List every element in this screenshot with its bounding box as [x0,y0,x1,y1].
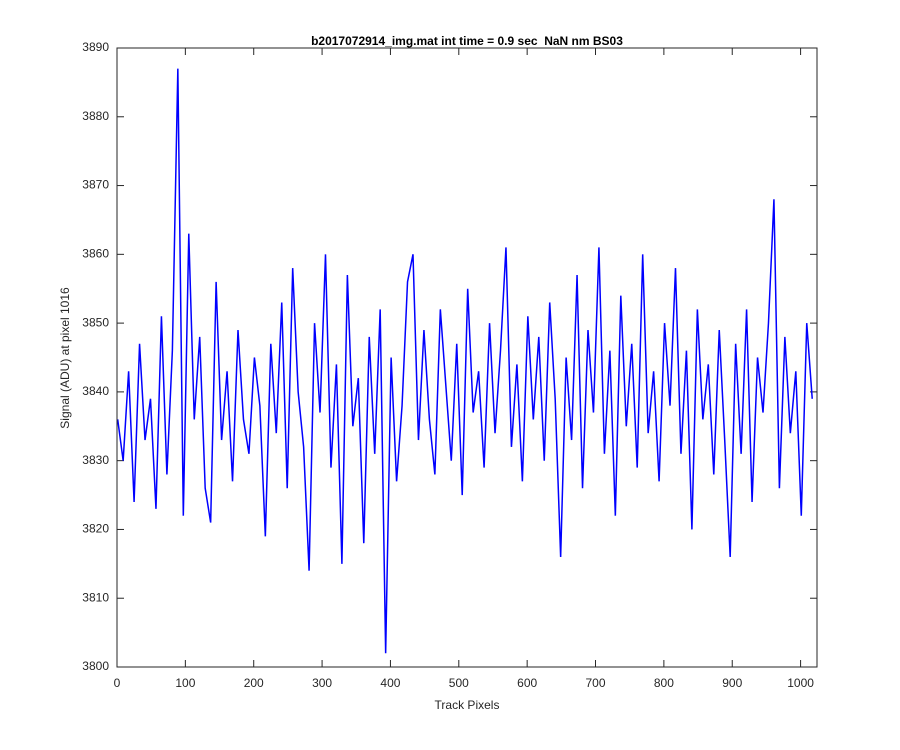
x-tick-label: 1000 [787,676,814,690]
x-tick-label: 300 [312,676,332,690]
x-tick-label: 800 [654,676,674,690]
x-tick-label: 600 [517,676,537,690]
x-tick-label: 900 [722,676,742,690]
x-axis-label: Track Pixels [435,698,500,712]
x-tick-label: 400 [380,676,400,690]
data-line [116,68,813,654]
y-tick-label: 3860 [82,247,109,261]
axes-box [116,47,818,668]
y-tick-label: 3840 [82,384,109,398]
y-tick-label: 3830 [82,453,109,467]
y-axis-label: Signal (ADU) at pixel 1016 [58,287,72,429]
x-tick-label: 700 [586,676,606,690]
y-tick-label: 3850 [82,315,109,329]
y-tick-label: 3890 [82,40,109,54]
y-tick-label: 3870 [82,178,109,192]
y-tick-label: 3880 [82,109,109,123]
x-tick-label: 500 [449,676,469,690]
x-tick-label: 200 [244,676,264,690]
y-tick-label: 3800 [82,659,109,673]
chart-title: b2017072914_img.mat int time = 0.9 sec N… [311,34,623,48]
y-tick-label: 3820 [82,522,109,536]
x-tick-label: 0 [114,676,121,690]
y-tick-label: 3810 [82,590,109,604]
x-tick-label: 100 [175,676,195,690]
